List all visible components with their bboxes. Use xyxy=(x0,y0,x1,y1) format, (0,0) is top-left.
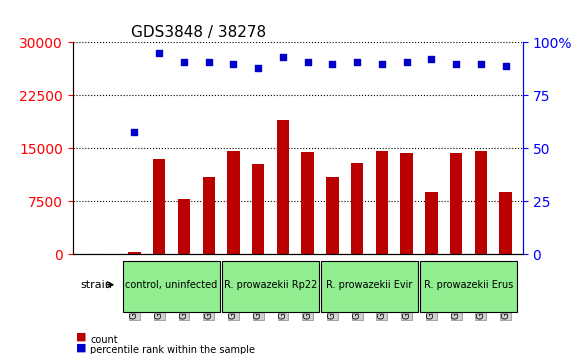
FancyBboxPatch shape xyxy=(420,261,517,312)
Bar xyxy=(500,192,512,255)
Point xyxy=(130,129,139,135)
Bar xyxy=(252,164,264,255)
Bar xyxy=(475,150,487,255)
Bar xyxy=(351,162,363,255)
Point xyxy=(451,61,461,67)
Point xyxy=(402,59,411,64)
Point xyxy=(180,59,189,64)
Bar xyxy=(153,159,166,255)
Point xyxy=(328,61,337,67)
Text: strain: strain xyxy=(80,280,112,290)
FancyBboxPatch shape xyxy=(223,261,319,312)
Bar xyxy=(425,192,437,255)
Text: control, uninfected: control, uninfected xyxy=(125,280,218,290)
Bar xyxy=(302,152,314,255)
Point xyxy=(278,55,288,60)
Point xyxy=(377,61,386,67)
Point xyxy=(353,59,362,64)
Bar xyxy=(376,150,388,255)
Text: GDS3848 / 38278: GDS3848 / 38278 xyxy=(131,25,266,40)
Bar xyxy=(450,153,462,255)
Text: R. prowazekii Evir: R. prowazekii Evir xyxy=(327,280,413,290)
Text: ■: ■ xyxy=(76,342,86,353)
FancyBboxPatch shape xyxy=(123,261,220,312)
FancyBboxPatch shape xyxy=(321,261,418,312)
Bar xyxy=(400,153,413,255)
Bar xyxy=(203,177,215,255)
Point xyxy=(501,63,510,69)
Text: R. prowazekii Erus: R. prowazekii Erus xyxy=(424,280,513,290)
Bar xyxy=(227,150,239,255)
Text: R. prowazekii Rp22: R. prowazekii Rp22 xyxy=(224,280,317,290)
Text: ■: ■ xyxy=(76,332,86,342)
Point xyxy=(476,61,486,67)
Point xyxy=(253,65,263,71)
Text: count: count xyxy=(90,335,118,345)
Text: percentile rank within the sample: percentile rank within the sample xyxy=(90,346,255,354)
Point xyxy=(204,59,213,64)
Point xyxy=(426,57,436,62)
Point xyxy=(155,50,164,56)
Point xyxy=(303,59,313,64)
Bar xyxy=(326,177,339,255)
Point xyxy=(229,61,238,67)
Bar xyxy=(178,199,190,255)
Bar xyxy=(277,120,289,255)
Bar xyxy=(128,252,141,255)
